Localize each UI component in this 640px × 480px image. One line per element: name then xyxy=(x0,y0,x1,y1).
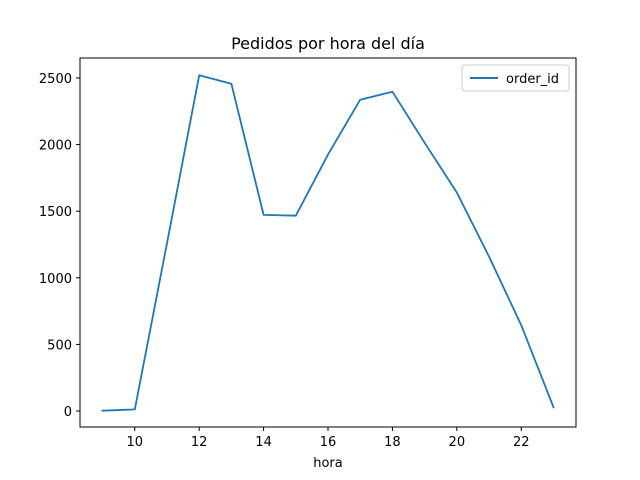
legend-box xyxy=(461,64,570,92)
x-tick-label: 20 xyxy=(449,435,466,450)
series-group xyxy=(101,74,555,412)
x-axis-ticks: 10 12 14 16 18 20 22 xyxy=(126,427,530,450)
y-tick-label: 0 xyxy=(64,405,72,420)
chart-title: Pedidos por hora del día xyxy=(231,34,425,53)
x-tick-label: 10 xyxy=(126,435,143,450)
y-tick-label: 500 xyxy=(47,338,72,353)
plot-frame xyxy=(79,57,577,428)
legend-label: order_id xyxy=(506,72,559,87)
x-tick-label: 16 xyxy=(320,435,337,450)
series-line xyxy=(101,74,555,412)
plot-background xyxy=(80,58,576,427)
x-tick-label: 18 xyxy=(384,435,401,450)
x-tick-label: 22 xyxy=(513,435,530,450)
y-tick-label: 1500 xyxy=(39,205,72,220)
y-tick-label: 2500 xyxy=(39,72,72,87)
y-axis-ticks: 0 500 1000 1500 2000 2500 xyxy=(39,72,80,420)
x-tick-label: 12 xyxy=(191,435,208,450)
x-tick-label: 14 xyxy=(255,435,272,450)
y-tick-label: 2000 xyxy=(39,139,72,154)
y-tick-label: 1000 xyxy=(39,272,72,287)
x-axis-label: hora xyxy=(313,456,343,471)
legend: order_id xyxy=(461,64,570,92)
